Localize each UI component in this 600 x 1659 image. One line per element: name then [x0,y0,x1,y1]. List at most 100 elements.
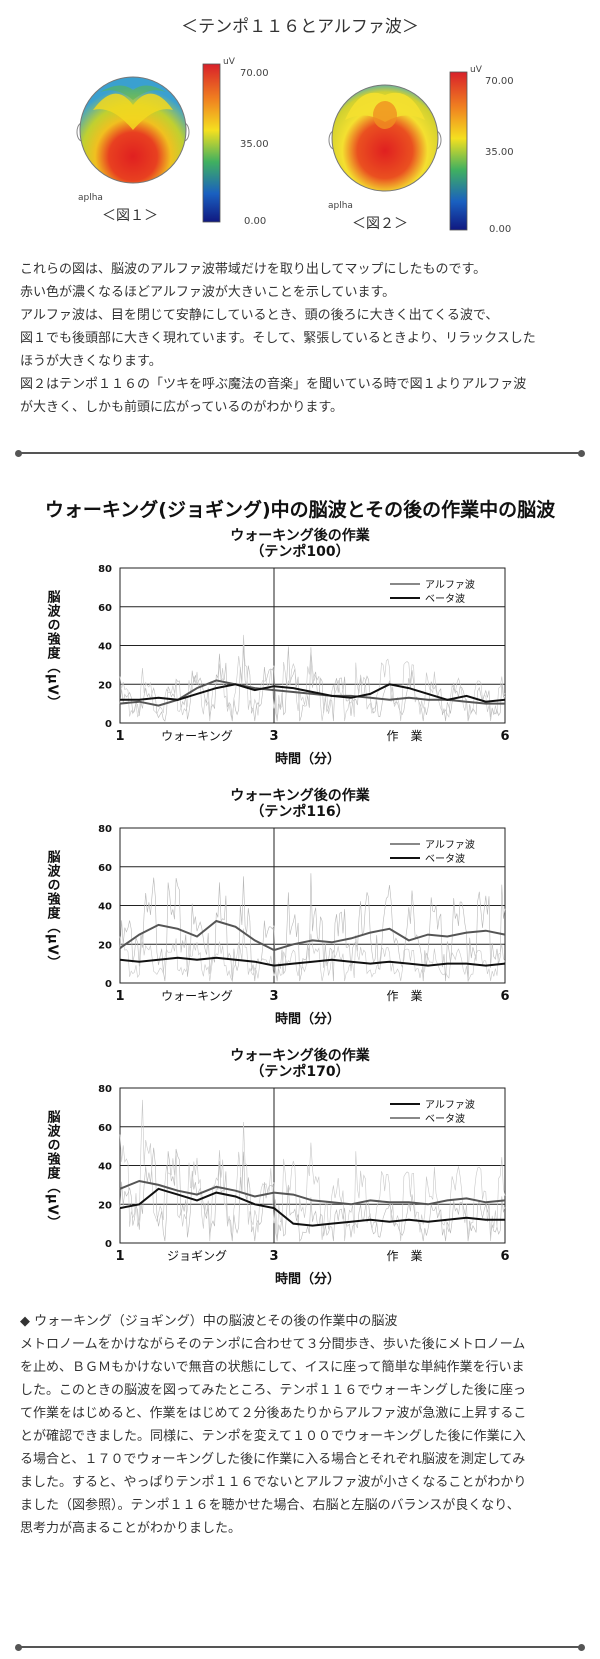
y-tick-label: 40 [98,902,112,913]
legend-label: ベータ波 [425,592,465,605]
y-tick-label: 40 [98,642,112,653]
chart-subtitle: （テンポ116） [250,804,350,820]
chart-3-title: ウォーキング後の作業 （テンポ170） [0,1048,600,1080]
y-axis-label: 脳波の強度（μV） [45,590,62,710]
region-label: ウォーキング [161,989,233,1003]
legend-label: アルファ波 [425,578,475,591]
raw-trace [119,1099,506,1242]
brainmap-1-band: aplha [78,193,103,203]
raw-trace [119,1147,506,1242]
x-tick-label: 1 [115,1249,124,1264]
bottom-heading: ◆ ウォーキング（ジョギング）中の脳波とその後の作業中の脳波 [20,1314,398,1329]
x-tick-label: 3 [269,1249,278,1264]
raw-trace [119,928,506,983]
intro-line: アルファ波は、目を閉じて安静にしているとき、頭の後ろに大きく出てくる波で、 [20,308,499,323]
legend-label: アルファ波 [425,838,475,851]
bottom-paragraph: ◆ ウォーキング（ジョギング）中の脳波とその後の作業中の脳波 メトロノームをかけ… [20,1310,580,1540]
region-label: 作 業 [386,989,422,1003]
region-label: ジョギング [167,1249,227,1263]
y-tick-label: 0 [105,1239,112,1250]
brainmap-2 [328,84,442,192]
colorbar-2-mid: 35.00 [485,147,514,158]
divider [15,449,585,457]
x-axis-label: 時間（分） [275,1271,340,1287]
bottom-line: した。このときの脳波を図ってみたところ、テンポ１１６でウォーキングした後に座っ [20,1383,526,1398]
y-tick-label: 0 [105,719,112,730]
bottom-line: ました（図参照）。テンポ１１６を聴かせた場合、右脳と左脳のバランスが良くなり、 [20,1498,520,1513]
chart-title: ウォーキング後の作業 [230,788,370,804]
bottom-line: る場合と、１７０でウォーキングした後に作業に入る場合とそれぞれ脳波を測定してみ [20,1452,526,1467]
y-tick-label: 20 [98,1200,112,1211]
region-label: 作 業 [386,729,422,743]
colorbar-1-min: 0.00 [244,216,266,227]
x-tick-label: 6 [500,729,509,744]
y-tick-label: 60 [98,863,112,874]
bottom-line: メトロノームをかけながらそのテンポに合わせて３分間歩き、歩いた後にメトロノーム [20,1337,526,1352]
brainmap-1 [76,76,190,184]
y-tick-label: 20 [98,680,112,691]
intro-line: 図２はテンポ１１６の「ツキを呼ぶ魔法の音楽」を聞いている時で図１よりアルファ波 [20,377,527,392]
divider-dot [15,449,22,457]
x-axis-label: 時間（分） [275,751,340,767]
brainmap-title: ＜テンポ１１６とアルファ波＞ [181,17,419,37]
bottom-line: を止め、ＢＧＭもかけないで無音の状態にして、イスに座って簡単な単純作業を行いま [20,1360,525,1375]
colorbar-2-max: 70.00 [485,76,514,87]
legend-label: ベータ波 [425,852,465,865]
chart-subtitle: （テンポ100） [250,544,350,560]
intro-line: が大きく、しかも前頭に広がっているのがわかります。 [20,400,344,415]
colorbar-1-mid: 35.00 [240,139,269,150]
bottom-line: 思考力が高まることがわかりました。 [20,1521,242,1536]
raw-trace [119,634,506,722]
chart-1-title: ウォーキング後の作業 （テンポ100） [0,528,600,560]
colorbar-1-unit: uV [223,57,236,67]
brainmap-1-caption: ＜図１＞ [102,208,158,224]
colorbar-1 [202,63,221,223]
y-tick-label: 60 [98,603,112,614]
x-tick-label: 1 [115,989,124,1004]
bottom-line: とが確認できました。同様に、テンポを変えて１００でウォーキングした後に作業に入 [20,1429,526,1444]
legend-label: アルファ波 [425,1098,475,1111]
chart-2-title: ウォーキング後の作業 （テンポ116） [0,788,600,820]
y-axis-label: 脳波の強度（μV） [45,850,62,970]
intro-line: ほうが大きくなります。 [20,354,162,369]
brainmap-2-band: aplha [328,201,353,211]
section-title: ウォーキング(ジョギング)中の脳波とその後の作業中の脳波 [44,499,556,521]
x-tick-label: 6 [500,989,509,1004]
bottom-line: ました。すると、やっぱりテンポ１１６でないとアルファ波が小さくなることがわかり [20,1475,527,1490]
y-tick-label: 60 [98,1123,112,1134]
divider [15,1643,585,1651]
intro-line: 図１でも後頭部に大きく現れています。そして、緊張しているときより、リラックスした [20,331,536,346]
chart-title: ウォーキング後の作業 [230,528,370,544]
chart-subtitle: （テンポ170） [250,1064,350,1080]
raw-trace [119,644,506,722]
bottom-line: て作業をはじめると、作業をはじめて２分後あたりからアルファ波が急激に上昇するこ [20,1406,527,1421]
colorbar-2-min: 0.00 [489,224,511,235]
series-line [119,956,506,967]
brainmap-figures: aplha ＜図１＞ uV 70.00 35.00 0.00 aplha ＜図２… [76,57,514,235]
region-label: ウォーキング [161,729,233,743]
y-tick-label: 0 [105,979,112,990]
divider-dot [578,449,585,457]
y-tick-label: 40 [98,1162,112,1173]
brainmap-2-caption: ＜図２＞ [352,216,408,232]
series-line [119,919,506,952]
x-tick-label: 3 [269,729,278,744]
colorbar-2 [449,71,468,231]
series-line [120,683,506,703]
chart-title: ウォーキング後の作業 [230,1048,370,1064]
series-line [119,1187,505,1227]
colorbar-1-max: 70.00 [240,68,269,79]
divider-dot [15,1643,22,1651]
x-tick-label: 6 [500,1249,509,1264]
legend-label: ベータ波 [425,1112,465,1125]
series-line [119,1179,506,1206]
region-label: 作 業 [386,1249,422,1263]
x-tick-label: 1 [115,729,124,744]
y-tick-label: 20 [98,940,112,951]
intro-line: これらの図は、脳波のアルファ波帯域だけを取り出してマップにしたものです。 [20,262,487,277]
y-tick-label: 80 [98,564,112,575]
x-tick-label: 3 [269,989,278,1004]
